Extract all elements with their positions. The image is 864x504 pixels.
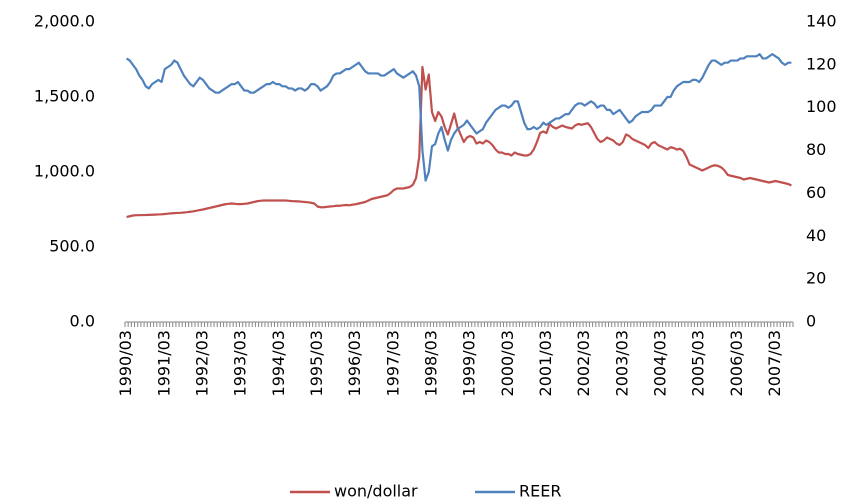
x-tick-label: 1993/03 — [231, 330, 250, 396]
x-tick-label: 1994/03 — [269, 330, 288, 396]
y-tick-label: 500.0 — [49, 237, 95, 256]
x-tick-label: 2006/03 — [727, 330, 746, 396]
x-tick-label: 2005/03 — [689, 330, 708, 396]
y-tick-label: 1,000.0 — [34, 162, 95, 181]
x-tick-label: 1998/03 — [421, 330, 440, 396]
series-line — [125, 53, 792, 182]
y-tick-label: 2,000.0 — [34, 12, 95, 31]
legend-label: REER — [519, 482, 561, 501]
x-tick-label: 1997/03 — [383, 330, 402, 396]
y2-tick-label: 20 — [806, 269, 826, 288]
x-tick-label: 2001/03 — [536, 330, 555, 396]
x-tick-label: 1991/03 — [154, 330, 173, 396]
y2-tick-label: 100 — [806, 97, 837, 116]
y2-tick-label: 120 — [806, 54, 837, 73]
x-tick-label: 1995/03 — [307, 330, 326, 396]
x-tick-label: 1996/03 — [345, 330, 364, 396]
legend-label: won/dollar — [334, 482, 418, 501]
x-tick-label: 2007/03 — [765, 330, 784, 396]
y2-tick-label: 60 — [806, 183, 826, 202]
x-tick-label: 2002/03 — [574, 330, 593, 396]
y-tick-label: 0.0 — [70, 312, 95, 331]
y2-tick-label: 40 — [806, 226, 826, 245]
x-tick-label: 1992/03 — [192, 330, 211, 396]
y2-tick-label: 140 — [806, 12, 837, 31]
y2-tick-label: 80 — [806, 140, 826, 159]
x-tick-label: 2003/03 — [612, 330, 631, 396]
series-line — [126, 65, 792, 219]
y2-tick-label: 0 — [806, 312, 816, 331]
x-tick-label: 2000/03 — [498, 330, 517, 396]
x-tick-label: 1990/03 — [116, 330, 135, 396]
x-tick-label: 1999/03 — [460, 330, 479, 396]
x-tick-label: 2004/03 — [650, 330, 669, 396]
y-tick-label: 1,500.0 — [34, 87, 95, 106]
